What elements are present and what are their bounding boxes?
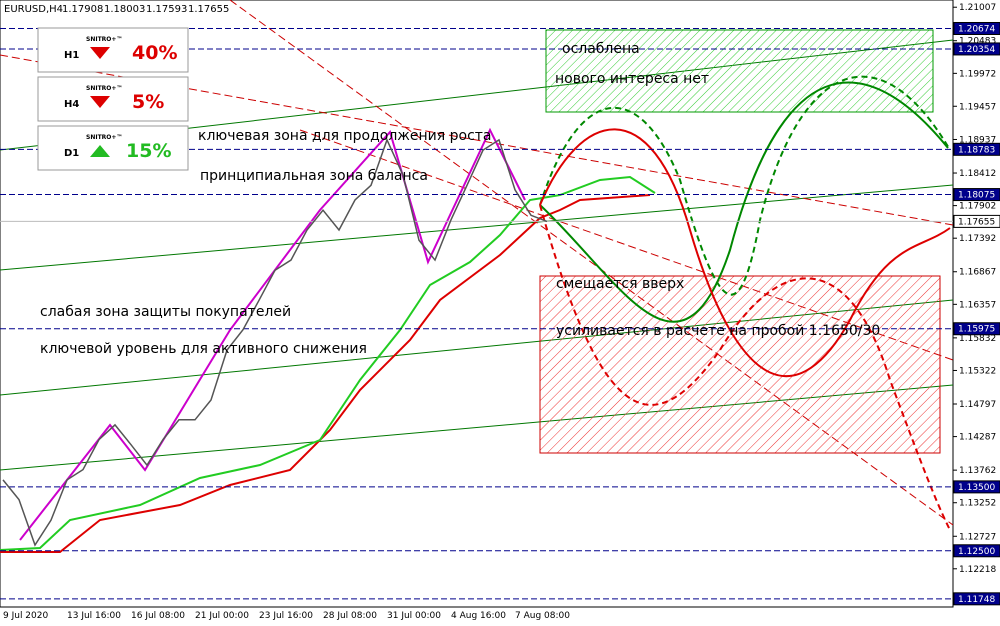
ohlc-value: 1.17655 bbox=[188, 4, 229, 15]
y-tick-label: 1.18412 bbox=[959, 169, 996, 179]
level-label: 1.12500 bbox=[958, 547, 995, 557]
panel-timeframe: D1 bbox=[64, 148, 79, 159]
level-box bbox=[953, 21, 1000, 35]
y-tick-label: 1.13762 bbox=[959, 466, 996, 476]
level-label: 1.20354 bbox=[958, 45, 995, 55]
y-tick-label: 1.16357 bbox=[959, 300, 996, 310]
panel-timeframe: H4 bbox=[64, 99, 79, 110]
ohlc-value: 1.17908 bbox=[62, 4, 103, 15]
annotation: принципиальная зона баланса bbox=[200, 168, 428, 184]
panel-arrow bbox=[90, 96, 110, 108]
annotation: ключевая зона для продолжения роста bbox=[198, 128, 492, 144]
ohlc-value: 1.17593 bbox=[146, 4, 187, 15]
panel-arrow bbox=[90, 145, 110, 157]
panel-strength: 15% bbox=[126, 140, 171, 162]
level-box bbox=[953, 188, 1000, 202]
y-tick-label: 1.20483 bbox=[959, 37, 996, 47]
panel-timeframe: H1 bbox=[64, 50, 79, 61]
projection bbox=[539, 81, 949, 323]
level-label: 1.18075 bbox=[958, 191, 995, 201]
level-box bbox=[953, 42, 1000, 56]
chart-title: EURUSD,H4 bbox=[4, 4, 63, 15]
panel-strength: 40% bbox=[132, 42, 177, 64]
annotations: ослаблена нового интереса нет ключевая зон… bbox=[40, 41, 880, 357]
axes: 1.21007 1.20483 1.19972 1.19457 1.18937 1.184… bbox=[3, 3, 1000, 621]
annotation: ослаблена bbox=[562, 41, 640, 57]
annotation: усиливается в расчете на пробой 1.1650/3… bbox=[556, 323, 880, 339]
y-tick-label: 1.19972 bbox=[959, 69, 996, 79]
level-box bbox=[953, 480, 1000, 494]
y-tick-label: 1.15832 bbox=[959, 334, 996, 344]
y-tick-label: 1.17392 bbox=[959, 234, 996, 244]
y-tick-label: 1.21007 bbox=[959, 3, 996, 13]
level-box bbox=[953, 142, 1000, 156]
y-tick-label: 1.18937 bbox=[959, 135, 996, 145]
x-tick-label: 23 Jul 16:00 bbox=[259, 611, 313, 621]
zigzag bbox=[19, 127, 526, 541]
projection bbox=[539, 75, 951, 296]
projection bbox=[539, 128, 951, 378]
annotation: ключевой уровень для активного снижения bbox=[40, 341, 367, 357]
annotation: слабая зона защиты покупателей bbox=[40, 304, 291, 320]
y-tick-label: 1.15322 bbox=[959, 366, 996, 376]
kijun-line bbox=[0, 194, 651, 553]
panel bbox=[37, 27, 189, 73]
level-label: 1.15975 bbox=[958, 325, 995, 335]
x-tick-label: 4 Aug 16:00 bbox=[451, 611, 506, 621]
x-tick-label: 28 Jul 08:00 bbox=[323, 611, 377, 621]
series bbox=[2, 137, 548, 547]
y-tick-label: 1.13252 bbox=[959, 499, 996, 509]
level-box bbox=[953, 322, 1000, 336]
level-box bbox=[953, 214, 1000, 228]
level-label: 1.17655 bbox=[958, 217, 995, 227]
annotation: нового интереса нет bbox=[555, 71, 709, 87]
x-tick-label: 7 Aug 08:00 bbox=[515, 611, 570, 621]
y-tick-label: 1.14287 bbox=[959, 433, 996, 443]
level-label: 1.11748 bbox=[958, 595, 995, 605]
y-tick-label: 1.12727 bbox=[959, 532, 996, 542]
level-label: 1.13500 bbox=[958, 483, 995, 493]
panel-brand: SNITRO+™ bbox=[86, 134, 122, 141]
level-box bbox=[953, 592, 1000, 606]
red-zone bbox=[539, 275, 941, 454]
panel-strength: 5% bbox=[132, 91, 164, 113]
panel-brand: SNITRO+™ bbox=[86, 36, 122, 43]
projection bbox=[539, 204, 951, 531]
annotation: смещается вверх bbox=[556, 276, 684, 292]
y-tick-label: 1.17902 bbox=[959, 202, 996, 212]
y-tick-label: 1.14797 bbox=[959, 400, 996, 410]
level-box bbox=[953, 544, 1000, 558]
x-tick-label: 9 Jul 2020 bbox=[3, 611, 48, 621]
x-tick-label: 21 Jul 00:00 bbox=[195, 611, 249, 621]
x-tick-label: 31 Jul 00:00 bbox=[387, 611, 441, 621]
ohlc-value: 1.18003 bbox=[104, 4, 145, 15]
panel-arrow bbox=[90, 47, 110, 59]
panel-brand: SNITRO+™ bbox=[86, 85, 122, 92]
y-tick-label: 1.16867 bbox=[959, 268, 996, 278]
level-label: 1.20674 bbox=[958, 24, 995, 34]
ohlc: 1.17908 1.18003 1.17593 1.17655 bbox=[62, 4, 229, 15]
price-line bbox=[2, 137, 548, 547]
panel bbox=[37, 125, 189, 171]
x-tick-label: 16 Jul 08:00 bbox=[131, 611, 185, 621]
y-tick-label: 1.19457 bbox=[959, 102, 996, 112]
panels: H1 SNITRO+™ 40% H4 SNITRO+™ 5% D1 SNITRO+™ 15% bbox=[37, 27, 189, 171]
green-zone bbox=[545, 29, 934, 113]
panel bbox=[37, 76, 189, 122]
x-tick-label: 13 Jul 16:00 bbox=[67, 611, 121, 621]
y-tick-label: 1.12218 bbox=[959, 565, 996, 575]
tenkan-line bbox=[0, 175, 656, 551]
level-label: 1.18783 bbox=[958, 145, 995, 155]
